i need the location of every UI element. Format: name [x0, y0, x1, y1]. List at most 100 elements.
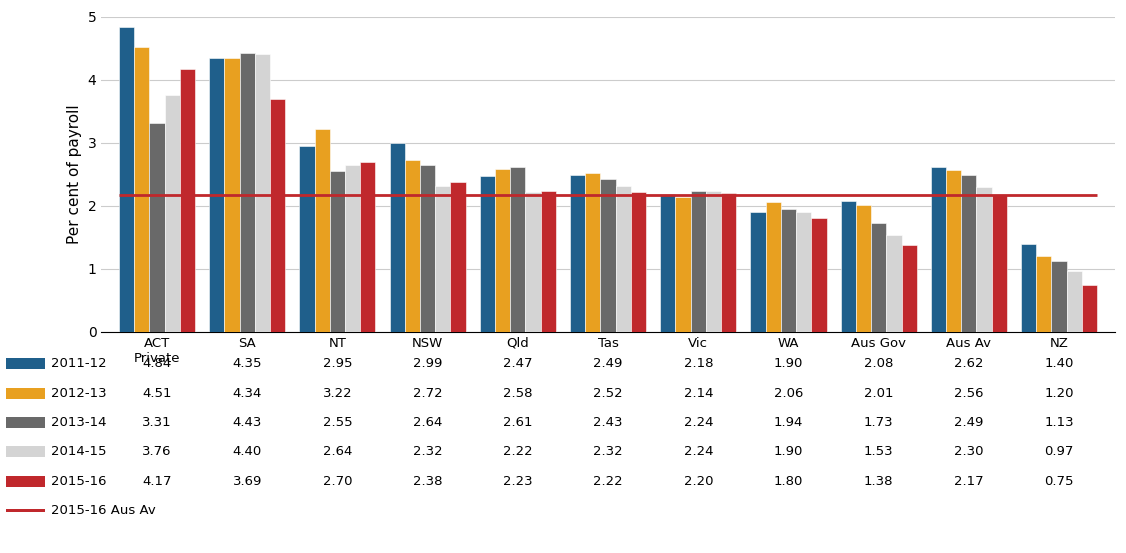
Bar — [616, 186, 631, 332]
Bar — [420, 165, 436, 332]
Text: 1.90: 1.90 — [774, 445, 803, 458]
Bar — [976, 187, 992, 332]
Text: 2.08: 2.08 — [864, 357, 893, 371]
Bar — [902, 245, 917, 332]
Bar — [841, 201, 856, 332]
Text: 4.43: 4.43 — [232, 416, 262, 429]
Text: 2.64: 2.64 — [413, 416, 443, 429]
Bar — [540, 191, 556, 332]
Text: 2012-13: 2012-13 — [51, 387, 106, 400]
Bar — [586, 173, 600, 332]
Bar — [721, 193, 736, 332]
Text: 4.35: 4.35 — [232, 357, 262, 371]
Text: 2.49: 2.49 — [593, 357, 623, 371]
Bar — [330, 171, 345, 332]
Text: 2.01: 2.01 — [864, 387, 893, 400]
Text: 1.94: 1.94 — [774, 416, 803, 429]
Text: 2.72: 2.72 — [413, 387, 443, 400]
Text: 2013-14: 2013-14 — [51, 416, 106, 429]
Bar — [931, 166, 946, 332]
Text: 2.32: 2.32 — [413, 445, 443, 458]
Bar — [766, 202, 780, 332]
Bar — [495, 169, 510, 332]
Bar — [872, 223, 886, 332]
Bar — [812, 218, 826, 332]
Text: 2.56: 2.56 — [954, 387, 984, 400]
Bar — [690, 191, 706, 332]
Bar — [1082, 285, 1097, 332]
Text: 2.52: 2.52 — [593, 387, 623, 400]
Bar — [224, 58, 240, 332]
Text: 3.76: 3.76 — [142, 445, 172, 458]
Bar — [676, 197, 690, 332]
Bar — [450, 182, 466, 332]
Bar — [886, 236, 902, 332]
Text: 2.24: 2.24 — [683, 445, 713, 458]
Bar — [631, 192, 646, 332]
Bar — [962, 175, 976, 332]
Bar — [436, 186, 450, 332]
Text: 4.40: 4.40 — [233, 445, 262, 458]
Text: 2015-16 Aus Av: 2015-16 Aus Av — [51, 504, 155, 517]
Text: 1.13: 1.13 — [1044, 416, 1074, 429]
Bar — [660, 194, 676, 332]
Text: 2015-16: 2015-16 — [51, 474, 106, 488]
Bar — [796, 212, 812, 332]
Bar — [300, 146, 314, 332]
Text: 2014-15: 2014-15 — [51, 445, 106, 458]
Text: 2.70: 2.70 — [323, 474, 352, 488]
Text: 2.17: 2.17 — [954, 474, 984, 488]
Bar — [1021, 243, 1036, 332]
Text: 3.69: 3.69 — [232, 474, 262, 488]
Bar — [240, 53, 254, 332]
Bar — [1036, 256, 1052, 332]
Bar — [706, 191, 721, 332]
Text: 1.73: 1.73 — [864, 416, 894, 429]
Text: 2.64: 2.64 — [323, 445, 352, 458]
Text: 0.97: 0.97 — [1045, 445, 1074, 458]
Bar — [390, 143, 404, 332]
Text: 1.38: 1.38 — [864, 474, 893, 488]
Text: 2.22: 2.22 — [503, 445, 533, 458]
Text: 2.32: 2.32 — [593, 445, 623, 458]
Text: 3.31: 3.31 — [142, 416, 172, 429]
Text: 2.43: 2.43 — [593, 416, 623, 429]
Text: 3.22: 3.22 — [322, 387, 352, 400]
Text: 2.61: 2.61 — [503, 416, 533, 429]
Text: 2.30: 2.30 — [954, 445, 984, 458]
Text: 2.49: 2.49 — [954, 416, 984, 429]
Text: 2.24: 2.24 — [683, 416, 713, 429]
Text: 2.62: 2.62 — [954, 357, 984, 371]
Text: 2.18: 2.18 — [683, 357, 713, 371]
Text: 2.95: 2.95 — [323, 357, 352, 371]
Bar — [992, 195, 1007, 332]
Bar — [1052, 260, 1066, 332]
Bar — [510, 167, 526, 332]
Bar — [360, 161, 375, 332]
Bar — [1066, 270, 1082, 332]
Text: 4.17: 4.17 — [142, 474, 172, 488]
Y-axis label: Per cent of payroll: Per cent of payroll — [68, 105, 82, 244]
Bar — [345, 165, 360, 332]
Bar — [314, 129, 330, 332]
Text: 2011-12: 2011-12 — [51, 357, 106, 371]
Text: 2.99: 2.99 — [413, 357, 443, 371]
Text: 2.38: 2.38 — [413, 474, 443, 488]
Bar — [270, 99, 285, 332]
Text: 2.22: 2.22 — [593, 474, 623, 488]
Text: 2.14: 2.14 — [683, 387, 713, 400]
Text: 1.40: 1.40 — [1045, 357, 1074, 371]
Bar — [570, 175, 586, 332]
Text: 2.58: 2.58 — [503, 387, 533, 400]
Text: 1.53: 1.53 — [864, 445, 894, 458]
Text: 0.75: 0.75 — [1044, 474, 1074, 488]
Bar — [404, 160, 420, 332]
Text: 1.20: 1.20 — [1044, 387, 1074, 400]
Text: 4.34: 4.34 — [232, 387, 262, 400]
Bar — [856, 205, 872, 332]
Text: 2.06: 2.06 — [774, 387, 803, 400]
Text: 4.84: 4.84 — [142, 357, 171, 371]
Bar — [480, 176, 495, 332]
Bar — [946, 170, 962, 332]
Bar — [164, 95, 180, 332]
